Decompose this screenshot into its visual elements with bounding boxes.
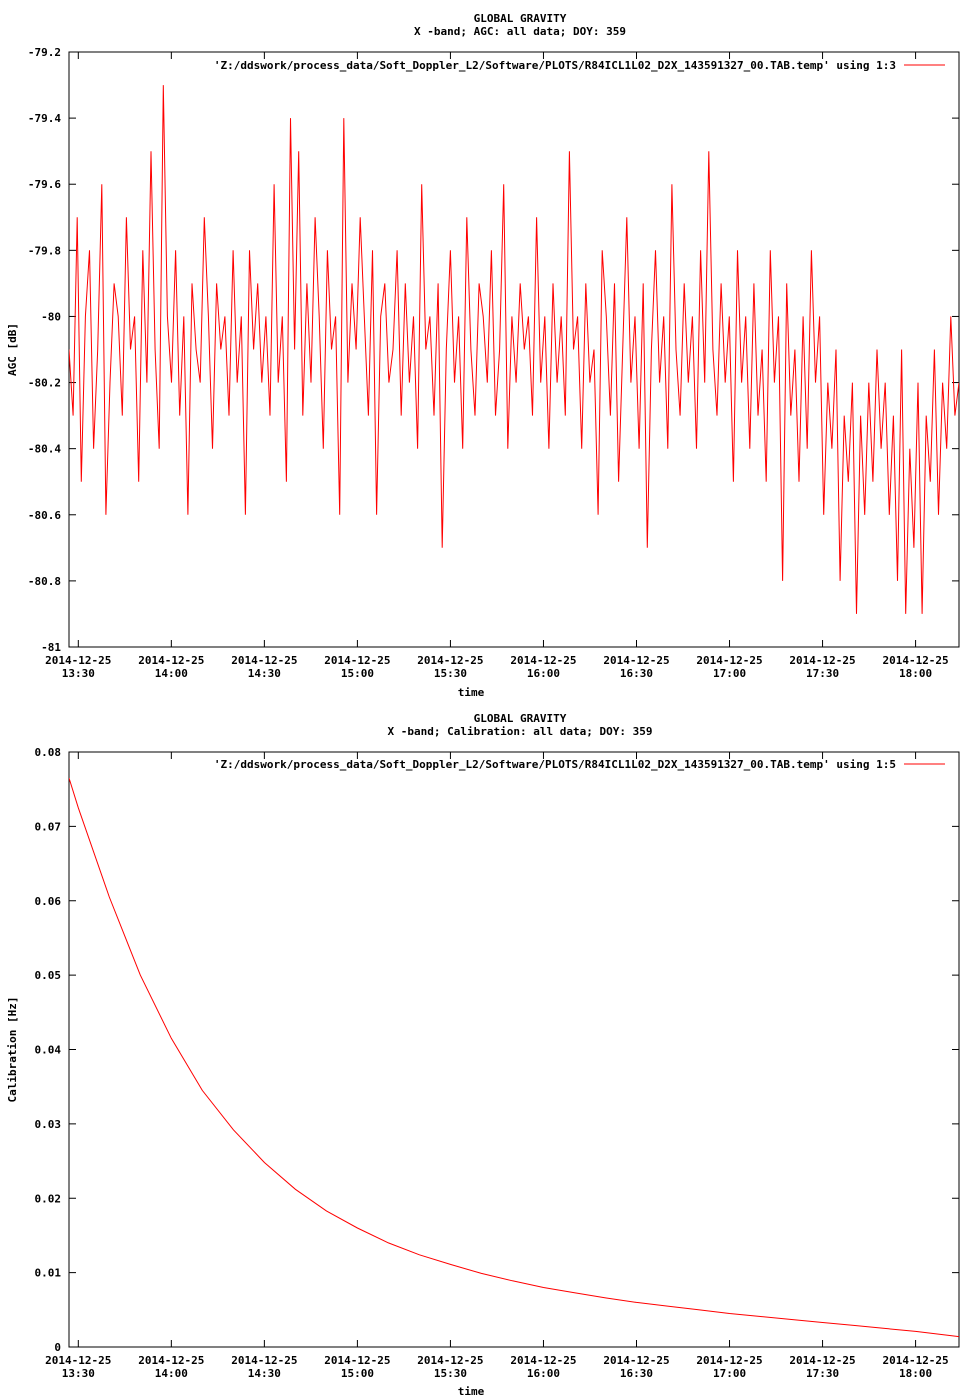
x-tick-date-label: 2014-12-25 <box>324 1354 390 1367</box>
legend-label: 'Z:/ddswork/process_data/Soft_Doppler_L2… <box>214 59 896 72</box>
x-tick-time-label: 15:30 <box>434 1367 467 1380</box>
series-line-1 <box>69 85 959 614</box>
y-tick-label: 0.02 <box>35 1192 62 1205</box>
x-tick-date-label: 2014-12-25 <box>45 654 111 667</box>
x-tick-date-label: 2014-12-25 <box>231 654 297 667</box>
y-tick-label: 0.07 <box>35 820 62 833</box>
y-tick-label: -79.8 <box>28 244 61 257</box>
x-tick-date-label: 2014-12-25 <box>324 654 390 667</box>
x-tick-date-label: 2014-12-25 <box>45 1354 111 1367</box>
chart-title: GLOBAL GRAVITY <box>474 12 567 25</box>
legend-label: 'Z:/ddswork/process_data/Soft_Doppler_L2… <box>214 758 896 771</box>
x-tick-time-label: 15:00 <box>341 667 374 680</box>
y-axis-label: Calibration [Hz] <box>6 997 19 1103</box>
y-tick-label: -80.2 <box>28 377 61 390</box>
x-tick-date-label: 2014-12-25 <box>510 1354 576 1367</box>
x-tick-time-label: 16:30 <box>620 1367 653 1380</box>
x-tick-date-label: 2014-12-25 <box>603 654 669 667</box>
chart-subtitle: X -band; AGC: all data; DOY: 359 <box>414 25 626 38</box>
y-tick-label: -80.6 <box>28 509 61 522</box>
x-axis-label: time <box>458 1385 485 1398</box>
y-tick-label: 0 <box>54 1341 61 1354</box>
y-tick-label: -79.6 <box>28 178 61 191</box>
x-tick-date-label: 2014-12-25 <box>138 654 204 667</box>
y-tick-label: 0.03 <box>35 1118 62 1131</box>
y-tick-label: -80 <box>41 310 61 323</box>
x-tick-time-label: 17:00 <box>713 1367 746 1380</box>
x-tick-time-label: 13:30 <box>62 1367 95 1380</box>
x-tick-date-label: 2014-12-25 <box>510 654 576 667</box>
x-tick-time-label: 18:00 <box>899 1367 932 1380</box>
x-tick-time-label: 14:00 <box>155 1367 188 1380</box>
chart-title: GLOBAL GRAVITY <box>474 712 567 725</box>
x-tick-time-label: 18:00 <box>899 667 932 680</box>
x-tick-date-label: 2014-12-25 <box>789 654 855 667</box>
x-tick-date-label: 2014-12-25 <box>138 1354 204 1367</box>
series-line-1 <box>69 777 959 1338</box>
x-tick-time-label: 15:00 <box>341 1367 374 1380</box>
y-tick-label: 0.04 <box>35 1044 62 1057</box>
plot-frame <box>68 751 960 1348</box>
x-tick-time-label: 14:00 <box>155 667 188 680</box>
x-tick-time-label: 16:00 <box>527 1367 560 1380</box>
x-tick-date-label: 2014-12-25 <box>231 1354 297 1367</box>
y-tick-label: 0.05 <box>35 969 62 982</box>
x-tick-time-label: 17:00 <box>713 667 746 680</box>
x-tick-date-label: 2014-12-25 <box>417 654 483 667</box>
x-tick-time-label: 17:30 <box>806 1367 839 1380</box>
y-tick-label: 0.01 <box>35 1267 62 1280</box>
y-tick-label: 0.08 <box>35 746 62 759</box>
y-tick-label: -81 <box>41 641 61 654</box>
y-tick-label: -79.2 <box>28 46 61 59</box>
y-tick-label: 0.06 <box>35 895 62 908</box>
y-axis-label: AGC [dB] <box>6 323 19 376</box>
x-tick-date-label: 2014-12-25 <box>603 1354 669 1367</box>
x-tick-date-label: 2014-12-25 <box>696 654 762 667</box>
x-axis-label: time <box>458 686 485 699</box>
x-tick-date-label: 2014-12-25 <box>882 1354 948 1367</box>
x-tick-date-label: 2014-12-25 <box>696 1354 762 1367</box>
y-tick-label: -80.4 <box>28 443 61 456</box>
y-tick-label: -79.4 <box>28 112 61 125</box>
x-tick-time-label: 17:30 <box>806 667 839 680</box>
x-tick-date-label: 2014-12-25 <box>882 654 948 667</box>
y-tick-label: -80.8 <box>28 575 61 588</box>
x-tick-time-label: 14:30 <box>248 667 281 680</box>
x-tick-time-label: 16:00 <box>527 667 560 680</box>
x-tick-time-label: 14:30 <box>248 1367 281 1380</box>
x-tick-date-label: 2014-12-25 <box>789 1354 855 1367</box>
x-tick-time-label: 16:30 <box>620 667 653 680</box>
x-tick-time-label: 13:30 <box>62 667 95 680</box>
x-tick-time-label: 15:30 <box>434 667 467 680</box>
chart-subtitle: X -band; Calibration: all data; DOY: 359 <box>388 725 653 738</box>
x-tick-date-label: 2014-12-25 <box>417 1354 483 1367</box>
